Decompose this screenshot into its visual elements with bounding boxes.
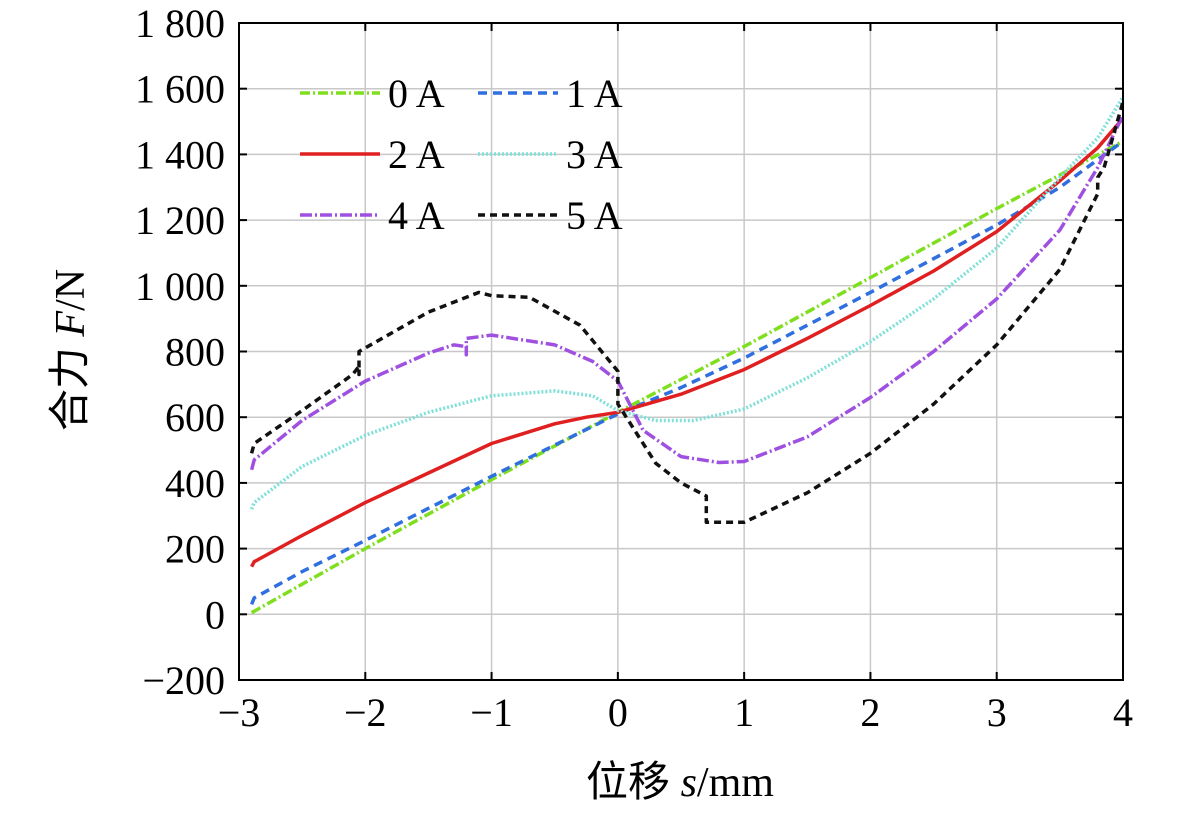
series-line-5a xyxy=(249,101,1125,525)
x-tick-label: 1 xyxy=(734,690,754,735)
y-tick-label: 600 xyxy=(165,395,225,440)
x-tick-label: −2 xyxy=(344,690,387,735)
y-axis-title: 合力 F/N xyxy=(48,269,94,431)
y-tick-label: 400 xyxy=(165,461,225,506)
series-line-4a xyxy=(249,114,1125,471)
y-tick-label: 800 xyxy=(165,330,225,375)
legend: 0 A 1 A 2 A 3 A 4 A 5 A xyxy=(300,71,623,238)
y-tick-label: 1 600 xyxy=(135,67,225,112)
axis-ticks: −3 −2 −1 0 1 2 3 4 −200 0 200 400 600 800 1 000 1 200 1 … xyxy=(135,1,1133,735)
y-tick-label: 1 000 xyxy=(135,264,225,309)
series-line-2a xyxy=(250,117,1125,568)
series-line-0a xyxy=(250,139,1124,615)
y-tick-label: 1 200 xyxy=(135,198,225,243)
x-tick-label: −3 xyxy=(218,690,261,735)
grid xyxy=(238,22,1124,681)
y-tick-label: 1 400 xyxy=(135,132,225,177)
legend-label: 1 A xyxy=(566,71,623,116)
legend-label: 5 A xyxy=(566,193,623,238)
series-lines xyxy=(249,95,1125,615)
legend-label: 4 A xyxy=(388,193,445,238)
x-axis-title: 位移 s/mm xyxy=(586,759,774,806)
legend-label: 0 A xyxy=(388,71,445,116)
x-tick-label: 4 xyxy=(1113,690,1133,735)
x-tick-label: 2 xyxy=(860,690,880,735)
x-tick-label: −1 xyxy=(470,690,513,735)
y-tick-label: 200 xyxy=(165,527,225,572)
y-tick-label: 1 800 xyxy=(135,1,225,46)
series-line-1a xyxy=(249,139,1125,606)
y-tick-label: −200 xyxy=(142,658,225,703)
y-tick-label: 0 xyxy=(205,592,225,637)
x-tick-label: 0 xyxy=(608,690,628,735)
legend-label: 3 A xyxy=(566,132,623,177)
legend-label: 2 A xyxy=(388,132,445,177)
x-tick-label: 3 xyxy=(987,690,1007,735)
series-line-3a xyxy=(249,95,1125,510)
